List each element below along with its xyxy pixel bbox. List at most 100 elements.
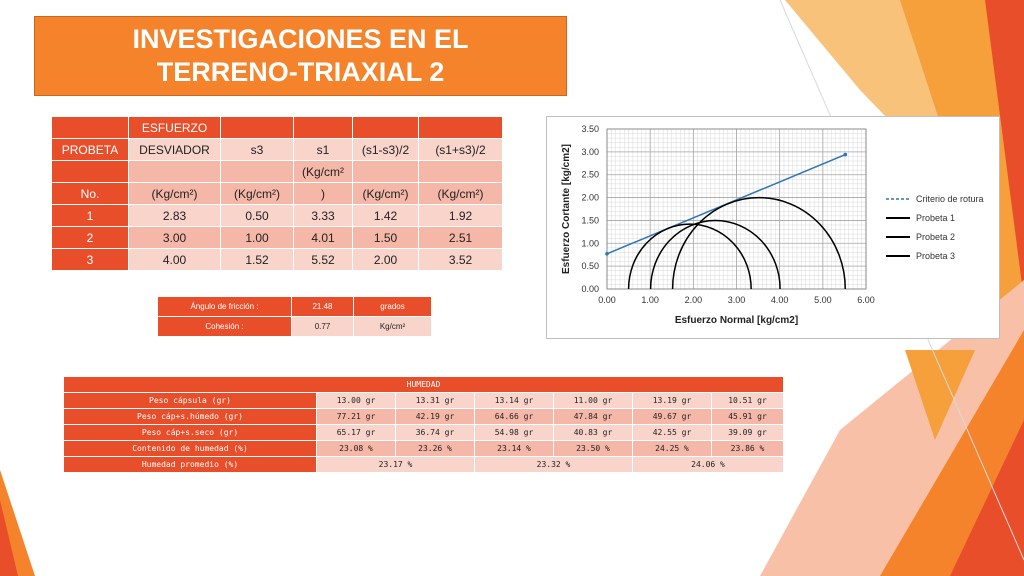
triaxial-table: ESFUERZO PROBETA DESVIADOR s3 s1 (s1-s3)… bbox=[51, 116, 503, 271]
table-cell: 1.92 bbox=[418, 204, 503, 227]
row-label: Contenido de humedad (%) bbox=[63, 440, 317, 457]
table-row: 2 3.00 1.00 4.01 1.50 2.51 bbox=[51, 226, 503, 249]
row-label: Peso cápsula (gr) bbox=[63, 392, 317, 409]
table-row: Contenido de humedad (%) 23.08 % 23.26 %… bbox=[63, 440, 784, 457]
y-axis-label: Esfuerzo Cortante [kg/cm2] bbox=[561, 144, 572, 274]
y-tick-label: 0.50 bbox=[581, 261, 599, 271]
table-cell: 1.00 bbox=[220, 226, 294, 249]
bg-shape-right-edge bbox=[985, 0, 1024, 300]
table-cell: 45.91 gr bbox=[711, 408, 784, 425]
y-tick-label: 2.50 bbox=[581, 170, 599, 180]
table-row: Peso cáp+s.seco (gr) 65.17 gr 36.74 gr 5… bbox=[63, 424, 784, 441]
table-cell: 13.19 gr bbox=[632, 392, 712, 409]
table-cell: 54.98 gr bbox=[474, 424, 554, 441]
table-cell: 39.09 gr bbox=[711, 424, 784, 441]
cohesion-unit: Kg/cm² bbox=[353, 316, 432, 337]
table-row: 1 2.83 0.50 3.33 1.42 1.92 bbox=[51, 204, 503, 227]
header-cell bbox=[51, 160, 129, 183]
strength-params-table: Ángulo de fricción : 21.48 grados Cohesi… bbox=[157, 296, 432, 337]
triaxial-header-row-3b: No. (Kg/cm²) (Kg/cm²) ) (Kg/cm²) (Kg/cm²… bbox=[51, 182, 503, 205]
table-row: Peso cápsula (gr) 13.00 gr 13.31 gr 13.1… bbox=[63, 392, 784, 409]
table-cell: 42.55 gr bbox=[632, 424, 712, 441]
header-cell bbox=[51, 116, 129, 139]
plot-area-border bbox=[606, 128, 867, 290]
header-cell bbox=[352, 160, 419, 183]
table-cell: 23.32 % bbox=[474, 456, 633, 473]
table-cell: 0.50 bbox=[220, 204, 294, 227]
y-tick-label: 1.00 bbox=[581, 238, 599, 248]
table-cell: 1.50 bbox=[352, 226, 419, 249]
triaxial-header-row-1: ESFUERZO bbox=[51, 116, 503, 139]
header-cell: (s1-s3)/2 bbox=[352, 138, 419, 161]
header-cell: ) bbox=[293, 182, 353, 205]
probeta-number: 3 bbox=[51, 248, 129, 271]
table-cell: 40.83 gr bbox=[553, 424, 633, 441]
header-cell bbox=[220, 160, 294, 183]
table-cell: 64.66 gr bbox=[474, 408, 554, 425]
x-tick-label: 6.00 bbox=[857, 295, 875, 305]
probeta-number: 1 bbox=[51, 204, 129, 227]
mohr-circle-probeta-2 bbox=[649, 219, 781, 290]
bg-shape-right-bottom-dark bbox=[950, 420, 1024, 576]
friction-row: Ángulo de fricción : 21.48 grados bbox=[157, 296, 432, 317]
table-row: Peso cáp+s.húmedo (gr) 77.21 gr 42.19 gr… bbox=[63, 408, 784, 425]
header-cell: s1 bbox=[293, 138, 353, 161]
humedad-title: HUMEDAD bbox=[63, 376, 784, 393]
table-cell: 3.33 bbox=[293, 204, 353, 227]
table-cell: 10.51 gr bbox=[711, 392, 784, 409]
x-tick-label: 1.00 bbox=[641, 295, 659, 305]
table-cell: 2.51 bbox=[418, 226, 503, 249]
mohr-circle-probeta-1 bbox=[627, 223, 752, 290]
table-cell: 24.25 % bbox=[632, 440, 712, 457]
y-tick-label: 2.00 bbox=[581, 193, 599, 203]
table-cell: 1.42 bbox=[352, 204, 419, 227]
bg-shape-left-bottom-dark bbox=[0, 500, 18, 576]
humedad-table: HUMEDAD Peso cápsula (gr) 13.00 gr 13.31… bbox=[63, 376, 784, 473]
cohesion-label: Cohesión : bbox=[157, 316, 292, 337]
header-cell bbox=[293, 116, 353, 139]
legend-entry: Probeta 3 bbox=[916, 251, 955, 261]
mohr-circle-chart: 0.00 1.00 2.00 3.00 4.00 5.00 6.00 0.00 0.50 1.00… bbox=[546, 116, 1000, 339]
table-cell: 65.17 gr bbox=[316, 424, 396, 441]
y-tick-label: 0.00 bbox=[581, 284, 599, 294]
header-cell bbox=[220, 116, 294, 139]
title-line-2: TERRENO-TRIAXIAL 2 bbox=[156, 57, 445, 87]
x-tick-label: 0.00 bbox=[598, 295, 616, 305]
title-line-1: INVESTIGACIONES EN EL bbox=[132, 24, 469, 54]
header-cell: (Kg/cm²) bbox=[128, 182, 221, 205]
header-cell bbox=[352, 116, 419, 139]
legend-entry: Probeta 2 bbox=[916, 232, 955, 242]
table-cell: 1.52 bbox=[220, 248, 294, 271]
table-cell: 13.14 gr bbox=[474, 392, 554, 409]
header-cell: DESVIADOR bbox=[128, 138, 221, 161]
bg-shape-triangle bbox=[905, 350, 975, 440]
table-cell: 13.00 gr bbox=[316, 392, 396, 409]
header-cell: PROBETA bbox=[51, 138, 129, 161]
header-cell: (Kg/cm²) bbox=[418, 182, 503, 205]
legend-entry: Probeta 1 bbox=[916, 213, 955, 223]
failure-envelope-point bbox=[843, 152, 848, 157]
friction-unit: grados bbox=[353, 296, 432, 317]
table-cell: 4.00 bbox=[128, 248, 221, 271]
table-cell: 23.14 % bbox=[474, 440, 554, 457]
table-cell: 36.74 gr bbox=[395, 424, 475, 441]
table-cell: 23.86 % bbox=[711, 440, 784, 457]
header-cell: (Kg/cm²) bbox=[352, 182, 419, 205]
row-label: Peso cáp+s.seco (gr) bbox=[63, 424, 317, 441]
table-cell: 13.31 gr bbox=[395, 392, 475, 409]
table-cell: 3.52 bbox=[418, 248, 503, 271]
humedad-title-row: HUMEDAD bbox=[63, 376, 784, 393]
x-axis-label: Esfuerzo Normal [kg/cm2] bbox=[675, 315, 798, 326]
table-cell: 77.21 gr bbox=[316, 408, 396, 425]
header-cell: ESFUERZO bbox=[128, 116, 221, 139]
table-cell: 5.52 bbox=[293, 248, 353, 271]
triaxial-header-row-3a: (Kg/cm² bbox=[51, 160, 503, 183]
table-cell: 3.00 bbox=[128, 226, 221, 249]
friction-value: 21.48 bbox=[291, 296, 354, 317]
x-tick-label: 5.00 bbox=[814, 295, 832, 305]
legend-entry: Criterio de rotura bbox=[916, 194, 984, 204]
friction-label: Ángulo de fricción : bbox=[157, 296, 292, 317]
table-cell: 2.83 bbox=[128, 204, 221, 227]
probeta-number: 2 bbox=[51, 226, 129, 249]
header-cell: No. bbox=[51, 182, 129, 205]
